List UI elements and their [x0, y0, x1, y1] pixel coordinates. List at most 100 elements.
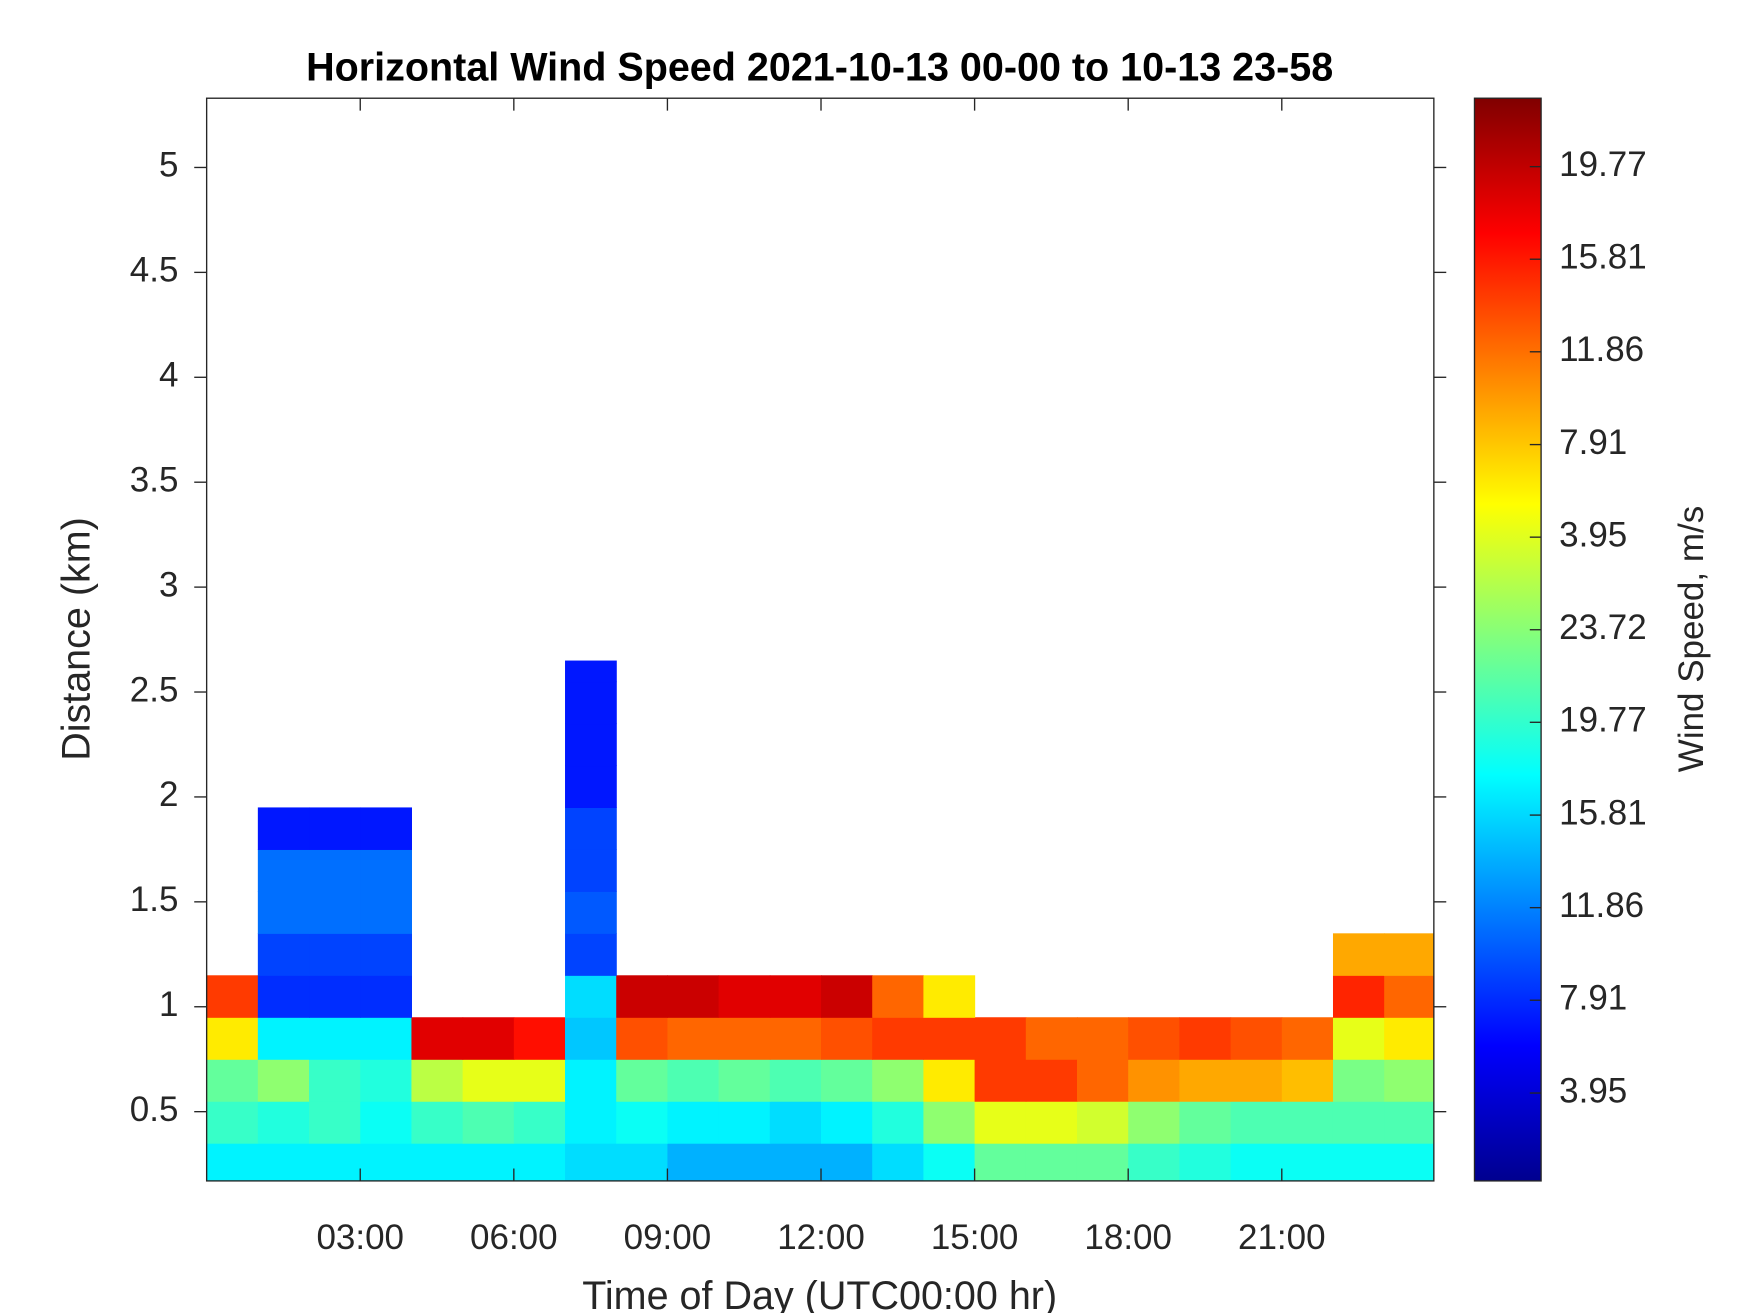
colorbar-tick-label: 15.81	[1559, 793, 1647, 832]
heat-cell	[718, 975, 771, 1018]
y-tick-label: 2.5	[130, 670, 179, 709]
heat-cell	[821, 1017, 873, 1060]
heat-cell	[821, 975, 873, 1018]
heat-cell	[309, 975, 361, 1018]
heat-cell	[769, 1101, 822, 1144]
heat-cell	[1179, 1101, 1232, 1144]
x-tick-label: 09:00	[624, 1218, 712, 1257]
heat-cell	[309, 1059, 361, 1102]
heat-cell	[360, 1017, 412, 1060]
heat-cell	[872, 1017, 924, 1060]
heat-cell	[1025, 1017, 1078, 1060]
heat-cell	[257, 1101, 310, 1144]
heat-cell	[565, 1143, 617, 1181]
heat-cell	[667, 1143, 720, 1181]
heat-cell	[565, 1101, 617, 1144]
heat-cell	[206, 975, 259, 1018]
colorbar-tick-label: 19.77	[1559, 145, 1647, 184]
colorbar-tick-label: 3.95	[1559, 515, 1627, 554]
heat-cell	[360, 807, 412, 850]
heat-cell	[923, 1143, 976, 1181]
heat-cell	[411, 1143, 464, 1181]
heat-cell	[1281, 1101, 1334, 1144]
heat-cell	[923, 1017, 976, 1060]
heat-cell	[872, 1143, 924, 1181]
heat-cell	[360, 975, 412, 1018]
heat-cell	[360, 849, 412, 892]
heat-cell	[565, 660, 617, 683]
heat-cell	[1230, 1017, 1283, 1060]
heat-cell	[616, 1059, 668, 1102]
heat-cell	[309, 849, 361, 892]
heat-cell	[1076, 1059, 1129, 1102]
colorbar-tick-label: 19.77	[1559, 701, 1647, 740]
heat-cell	[257, 975, 310, 1018]
colorbar-tick-label: 23.72	[1559, 608, 1647, 647]
heat-cell	[257, 807, 310, 850]
heat-cell	[1128, 1017, 1180, 1060]
heat-cell	[923, 1101, 976, 1144]
x-tick-label: 03:00	[316, 1218, 404, 1257]
heat-cell	[923, 1059, 976, 1102]
heat-cell	[1384, 1059, 1434, 1102]
heat-cell	[565, 1059, 617, 1102]
heat-cell	[1332, 1059, 1385, 1102]
heat-cell	[513, 1143, 566, 1181]
heat-cell	[360, 1101, 412, 1144]
heat-cell	[616, 1143, 668, 1181]
heat-cell	[257, 849, 310, 892]
heat-cell	[309, 933, 361, 976]
heat-cell	[1332, 1143, 1385, 1181]
heat-cell	[1230, 1059, 1283, 1102]
heat-cell	[462, 1101, 515, 1144]
heat-cell	[872, 1059, 924, 1102]
heat-cell	[565, 723, 617, 767]
heat-cell	[718, 1143, 771, 1181]
heatmap	[206, 660, 1434, 1181]
heat-cell	[513, 1059, 566, 1102]
heat-cell	[257, 1143, 310, 1181]
heat-cell	[1128, 1143, 1180, 1181]
colorbar-tick-label: 7.91	[1559, 423, 1627, 462]
heat-cell	[565, 807, 617, 850]
heat-cell	[667, 975, 720, 1018]
heat-cell	[667, 1017, 720, 1060]
heat-cell	[565, 891, 617, 934]
colorbar-tick-label: 11.86	[1559, 330, 1644, 369]
heat-cell	[974, 1101, 1027, 1144]
heat-cell	[309, 1101, 361, 1144]
heat-cell	[206, 1059, 259, 1102]
heat-cell	[257, 933, 310, 976]
heat-cell	[462, 1143, 515, 1181]
y-tick-label: 3.5	[130, 460, 179, 499]
colorbar	[1473, 97, 1542, 1182]
heat-cell	[769, 975, 822, 1018]
y-tick-label: 0.5	[130, 1090, 179, 1129]
heat-cell	[616, 1017, 668, 1060]
heat-cell	[565, 681, 617, 725]
heat-cell	[1230, 1101, 1283, 1144]
heat-cell	[513, 1101, 566, 1144]
heat-cell	[974, 1059, 1027, 1102]
heat-cell	[565, 1017, 617, 1060]
heat-cell	[718, 1017, 771, 1060]
y-axis-label: Distance (km)	[55, 517, 99, 761]
heat-cell	[309, 807, 361, 850]
y-tick-label: 4.5	[130, 251, 179, 290]
heat-cell	[1332, 1017, 1385, 1060]
heat-cell	[1281, 1143, 1334, 1181]
heat-cell	[1076, 1017, 1129, 1060]
heat-cell	[616, 975, 668, 1018]
heat-cell	[1025, 1101, 1078, 1144]
heat-cell	[769, 1017, 822, 1060]
heat-cell	[1384, 975, 1434, 1018]
y-tick-label: 1	[159, 985, 178, 1024]
heat-cell	[206, 1143, 259, 1181]
heat-cell	[667, 1059, 720, 1102]
heat-cell	[1025, 1143, 1078, 1181]
heat-cell	[309, 1017, 361, 1060]
heat-cell	[1384, 1101, 1434, 1144]
y-tick-label: 5	[159, 146, 178, 185]
heat-cell	[1281, 1017, 1334, 1060]
y-tick-label: 4	[159, 356, 178, 395]
